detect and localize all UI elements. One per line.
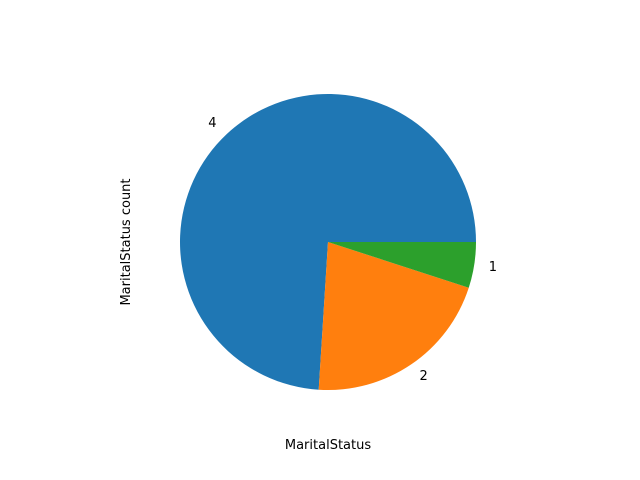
- pie-label-1: 1: [489, 260, 497, 275]
- pie-label-2: 2: [420, 369, 428, 384]
- pie-labels: 4 2 1: [208, 116, 497, 384]
- pie-slice-4: [180, 94, 477, 390]
- pie-slice-2: [318, 242, 469, 390]
- pie-label-4: 4: [208, 116, 216, 131]
- y-axis-label: MaritalStatus count: [119, 178, 134, 305]
- x-axis-label: MaritalStatus: [285, 438, 371, 453]
- pie-slices: [180, 94, 477, 390]
- pie-slice-1: [328, 242, 476, 288]
